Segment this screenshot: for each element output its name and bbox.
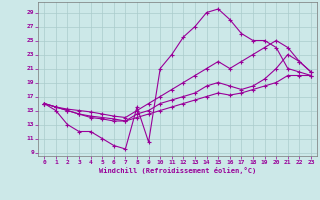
X-axis label: Windchill (Refroidissement éolien,°C): Windchill (Refroidissement éolien,°C) bbox=[99, 167, 256, 174]
